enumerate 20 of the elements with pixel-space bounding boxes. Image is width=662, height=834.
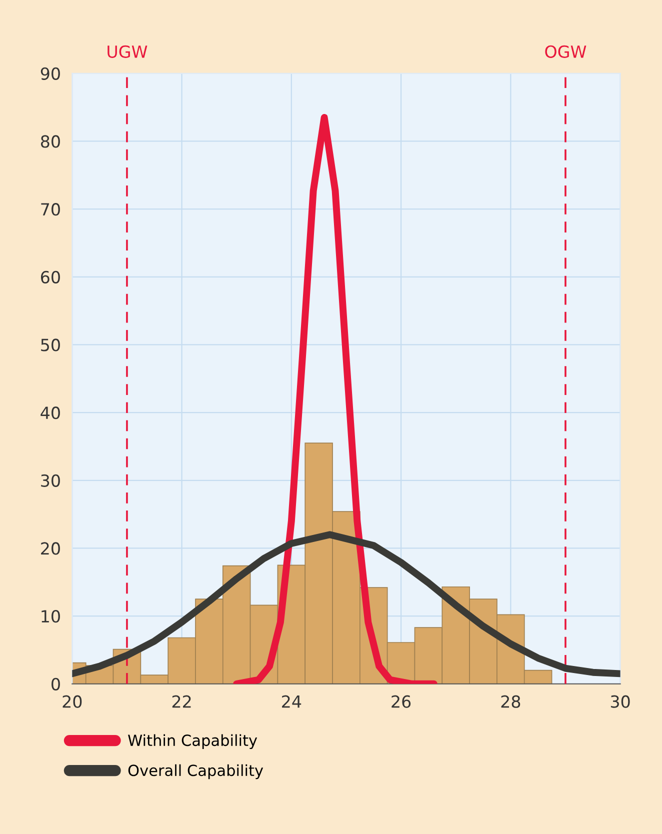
- x-tick-label: 22: [172, 695, 191, 708]
- y-tick-label: 0: [52, 678, 60, 690]
- x-tick-label: 28: [501, 695, 520, 708]
- ref-line-label: UGW: [108, 45, 148, 58]
- y-tick-label: 30: [41, 474, 60, 487]
- y-tick-label: 80: [40, 135, 60, 148]
- x-tick-label: 26: [392, 695, 411, 708]
- ref-line-label: OGW: [545, 45, 586, 58]
- y-tick-label: 40: [40, 406, 60, 420]
- x-tick-label: 24: [282, 695, 302, 708]
- x-tick-label: 30: [610, 695, 630, 708]
- legend-label: Overall Capability: [128, 764, 264, 780]
- y-tick-label: 10: [42, 610, 60, 623]
- x-tick-label: 20: [62, 695, 82, 708]
- y-tick-label: 70: [41, 203, 60, 216]
- legend-label: Within Capability: [128, 734, 258, 750]
- y-tick-label: 90: [40, 67, 60, 80]
- y-tick-label: 20: [41, 542, 60, 555]
- y-tick-label: 50: [41, 338, 60, 352]
- y-tick-label: 60: [41, 270, 60, 284]
